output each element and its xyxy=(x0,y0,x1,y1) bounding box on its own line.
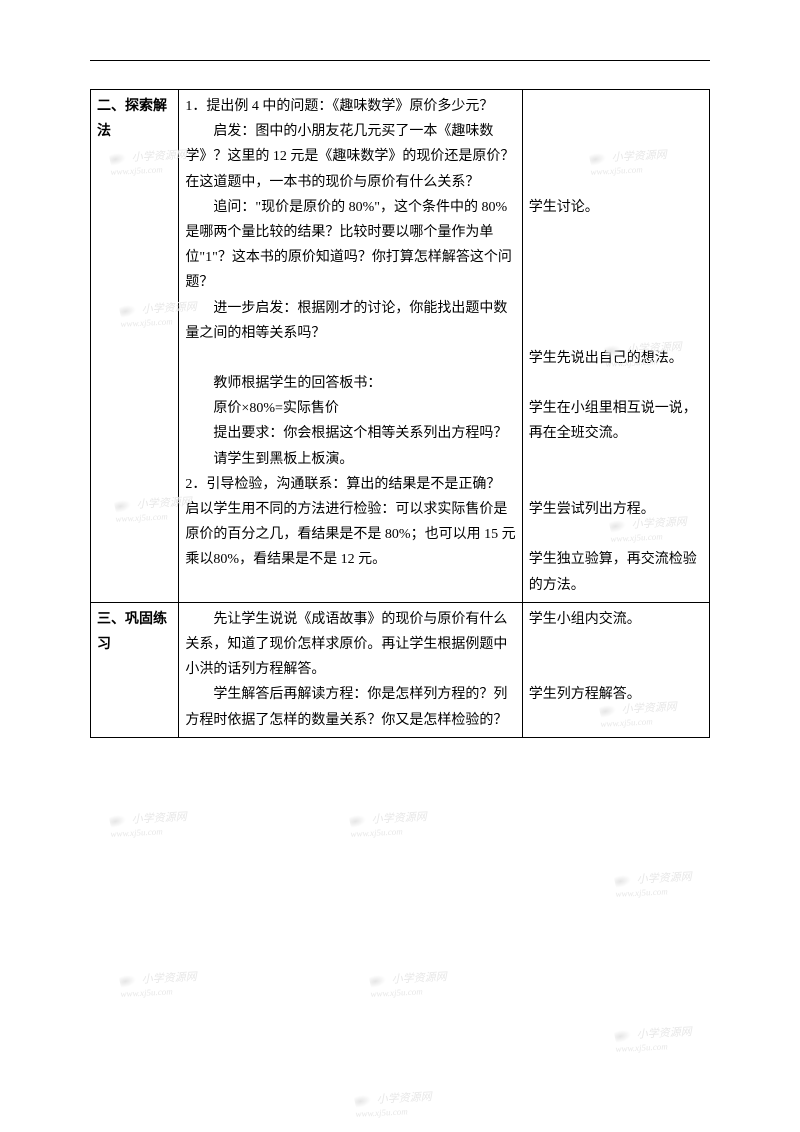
lesson-plan-table: 二、探索解法1．提出例 4 中的问题：《趣味数学》原价多少元？启发：图中的小朋友… xyxy=(90,89,710,738)
watermark-text-cn: 小学资源网 xyxy=(391,971,447,986)
response-paragraph xyxy=(529,321,703,346)
content-paragraph: 进一步启发：根据刚才的讨论，你能找出题中数量之间的相等关系吗？ xyxy=(185,296,515,346)
content-paragraph: 追问："现价是原价的 80%"，这个条件中的 80%是哪两个量比较的结果？比较时… xyxy=(185,195,515,296)
content-paragraph: 提出要求：你会根据这个相等关系列出方程吗？ xyxy=(185,421,515,446)
content-paragraph: 启发：图中的小朋友花几元买了一本《趣味数学》？这里的 12 元是《趣味数学》的现… xyxy=(185,119,515,195)
content-paragraph: 1．提出例 4 中的问题：《趣味数学》原价多少元？ xyxy=(185,94,515,119)
watermark: 小学资源网www.xj5u.com xyxy=(354,1088,432,1120)
response-paragraph xyxy=(529,94,703,119)
response-paragraph: 学生讨论。 xyxy=(529,195,703,220)
response-paragraph xyxy=(529,170,703,195)
watermark: 小学资源网www.xj5u.com xyxy=(614,1023,692,1055)
response-paragraph xyxy=(529,472,703,497)
response-paragraph xyxy=(529,296,703,321)
watermark-text-cn: 小学资源网 xyxy=(131,811,187,826)
content-paragraph: 教师根据学生的回答板书： xyxy=(185,371,515,396)
watermark-text-cn: 小学资源网 xyxy=(636,1026,692,1041)
watermark-text-cn: 小学资源网 xyxy=(636,871,692,886)
watermark: 小学资源网www.xj5u.com xyxy=(109,808,187,840)
content-paragraph: 2．引导检验，沟通联系：算出的结果是不是正确？ xyxy=(185,472,515,497)
table-row: 三、巩固练习先让学生说说《成语故事》的现价与原价有什么关系，知道了现价怎样求原价… xyxy=(91,602,710,737)
teacher-activity-cell: 先让学生说说《成语故事》的现价与原价有什么关系，知道了现价怎样求原价。再让学生根… xyxy=(179,602,522,737)
watermark-text-cn: 小学资源网 xyxy=(141,971,197,986)
content-paragraph: 原价×80%=实际售价 xyxy=(185,396,515,421)
response-paragraph xyxy=(529,270,703,295)
content-paragraph: 请学生到黑板上板演。 xyxy=(185,447,515,472)
response-paragraph: 学生列方程解答。 xyxy=(529,682,703,707)
watermark: 小学资源网www.xj5u.com xyxy=(369,968,447,1000)
student-activity-cell: 学生讨论。 学生先说出自己的想法。 学生在小组里相互说一说，再在全班交流。 学生… xyxy=(522,90,709,603)
watermark: 小学资源网www.xj5u.com xyxy=(119,968,197,1000)
watermark: 小学资源网www.xj5u.com xyxy=(614,868,692,900)
table-row: 二、探索解法1．提出例 4 中的问题：《趣味数学》原价多少元？启发：图中的小朋友… xyxy=(91,90,710,603)
student-activity-cell: 学生小组内交流。 学生列方程解答。 xyxy=(522,602,709,737)
section-title-cell: 二、探索解法 xyxy=(91,90,179,603)
response-paragraph: 学生先说出自己的想法。 xyxy=(529,346,703,371)
watermark-text-cn: 小学资源网 xyxy=(371,811,427,826)
response-paragraph xyxy=(529,632,703,657)
teacher-activity-cell: 1．提出例 4 中的问题：《趣味数学》原价多少元？启发：图中的小朋友花几元买了一… xyxy=(179,90,522,603)
response-paragraph xyxy=(529,220,703,245)
watermark-text-url: www.xj5u.com xyxy=(355,1107,408,1120)
response-paragraph xyxy=(529,119,703,144)
table-body: 二、探索解法1．提出例 4 中的问题：《趣味数学》原价多少元？启发：图中的小朋友… xyxy=(91,90,710,738)
response-paragraph xyxy=(529,447,703,472)
watermark-text-url: www.xj5u.com xyxy=(370,987,423,1000)
response-paragraph xyxy=(529,371,703,396)
response-paragraph: 学生在小组里相互说一说，再在全班交流。 xyxy=(529,396,703,446)
watermark-text-cn: 小学资源网 xyxy=(376,1091,432,1106)
watermark-text-url: www.xj5u.com xyxy=(615,887,668,900)
watermark: 小学资源网www.xj5u.com xyxy=(349,808,427,840)
watermark-text-url: www.xj5u.com xyxy=(615,1042,668,1055)
content-paragraph: 先让学生说说《成语故事》的现价与原价有什么关系，知道了现价怎样求原价。再让学生根… xyxy=(185,607,515,683)
watermark-text-url: www.xj5u.com xyxy=(110,827,163,840)
content-paragraph: 启以学生用不同的方法进行检验：可以求实际售价是原价的百分之几，看结果是不是 80… xyxy=(185,497,515,573)
response-paragraph xyxy=(529,657,703,682)
watermark-text-url: www.xj5u.com xyxy=(120,987,173,1000)
content-paragraph xyxy=(185,346,515,371)
header-rule xyxy=(90,60,710,61)
response-paragraph xyxy=(529,144,703,169)
response-paragraph xyxy=(529,522,703,547)
response-paragraph xyxy=(529,245,703,270)
watermark-text-url: www.xj5u.com xyxy=(350,827,403,840)
content-paragraph: 学生解答后再解读方程：你是怎样列方程的？列方程时依据了怎样的数量关系？你又是怎样… xyxy=(185,682,515,732)
response-paragraph: 学生小组内交流。 xyxy=(529,607,703,632)
response-paragraph: 学生尝试列出方程。 xyxy=(529,497,703,522)
section-title-cell: 三、巩固练习 xyxy=(91,602,179,737)
response-paragraph: 学生独立验算，再交流检验的方法。 xyxy=(529,547,703,597)
